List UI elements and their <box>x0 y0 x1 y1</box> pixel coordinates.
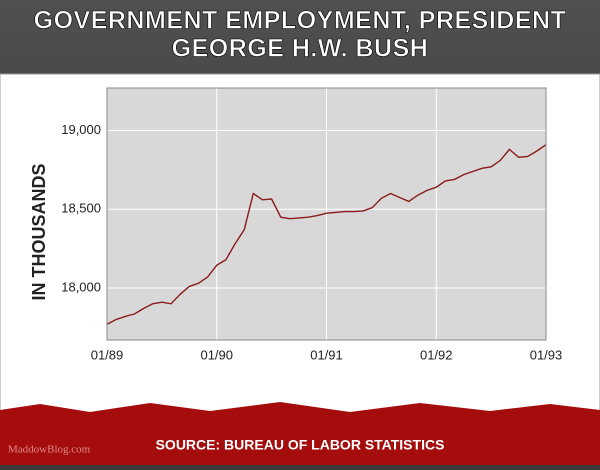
line <box>106 144 547 325</box>
footer-band <box>0 402 600 465</box>
x-tick-label: 01/92 <box>420 347 453 362</box>
plot-border <box>106 87 547 341</box>
title-line: GEORGE H.W. BUSH <box>172 35 429 63</box>
x-tick-label: 01/89 <box>91 347 124 362</box>
y-tick-label: 19,000 <box>61 122 101 137</box>
x-tick-label: 01/90 <box>200 347 233 362</box>
x-tick-label: 01/93 <box>530 347 563 362</box>
y-tick-label: 18,500 <box>61 201 101 216</box>
y-axis-label: IN THOUSANDS <box>29 163 49 300</box>
y-tick-label: 18,000 <box>61 279 101 294</box>
source: SOURCE: BUREAU OF LABOR STATISTICS <box>156 437 445 453</box>
watermark: MaddowBlog.com <box>8 444 91 456</box>
title-line: GOVERNMENT EMPLOYMENT, PRESIDENT <box>34 7 567 35</box>
x-tick-label: 01/91 <box>310 347 343 362</box>
